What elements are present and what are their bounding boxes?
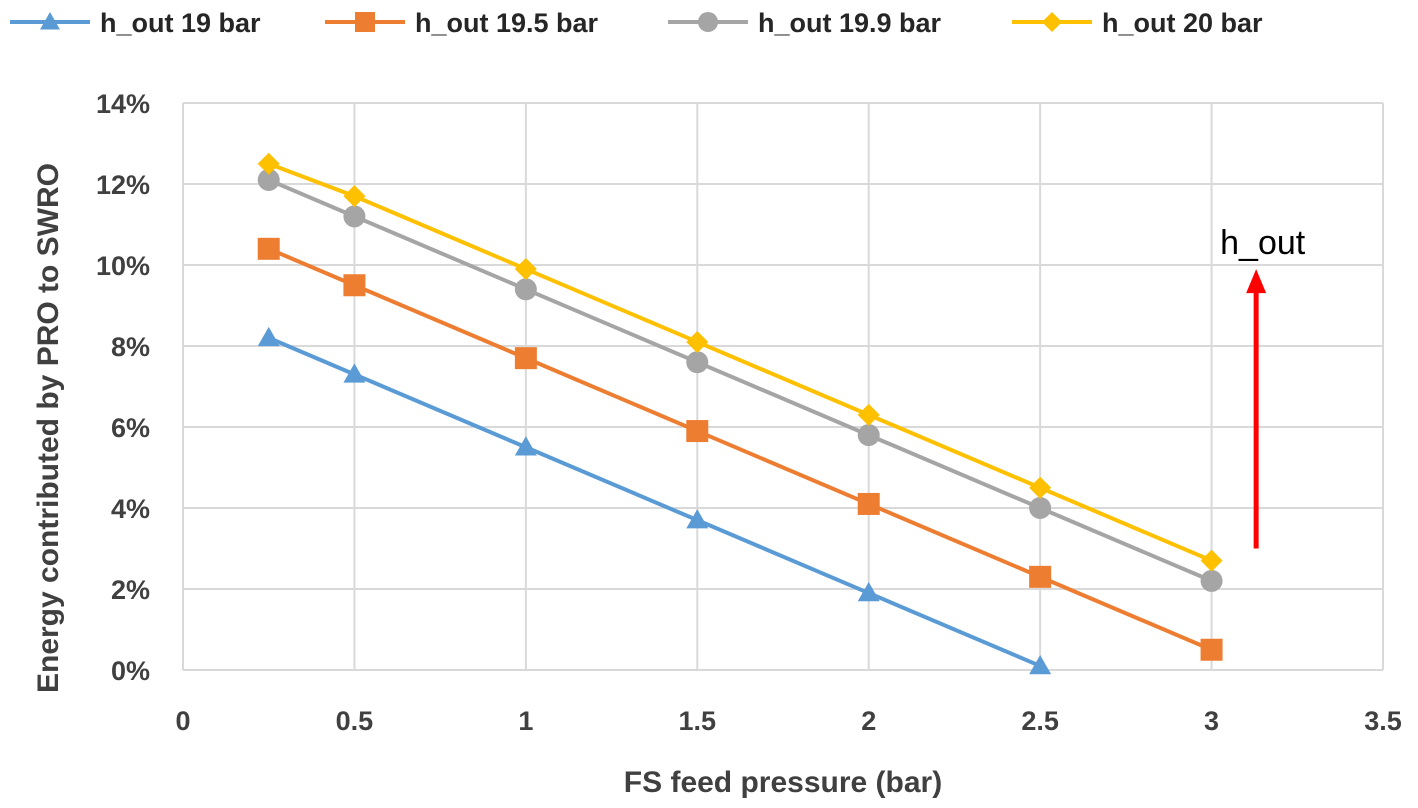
data-point <box>857 582 880 602</box>
x-tick-label: 1 <box>518 706 533 736</box>
legend-marker <box>698 12 718 32</box>
data-point <box>343 363 366 383</box>
legend-marker <box>1042 12 1062 32</box>
data-point <box>686 420 709 443</box>
data-point <box>257 168 280 191</box>
data-point <box>1029 565 1052 588</box>
data-point <box>1029 654 1052 675</box>
x-tick-label: 2 <box>861 706 876 736</box>
y-tick-label: 12% <box>96 170 150 200</box>
y-tick-label: 0% <box>111 656 150 686</box>
series-3 <box>257 168 1223 592</box>
data-point <box>514 258 537 281</box>
y-tick-label: 4% <box>111 494 150 524</box>
data-point <box>1200 569 1223 592</box>
legend-item: h_out 19.9 bar <box>668 8 942 38</box>
data-point <box>686 509 709 529</box>
legend-marker <box>355 12 375 32</box>
series-1 <box>257 326 1052 675</box>
data-point <box>343 274 366 297</box>
series-line <box>267 336 1041 668</box>
series-2 <box>257 237 1223 661</box>
legend-item: h_out 20 bar <box>1012 8 1263 38</box>
series-layer <box>257 152 1223 675</box>
y-tick-label: 14% <box>96 89 150 119</box>
legend-label: h_out 19.5 bar <box>415 8 599 38</box>
legend-label: h_out 19.9 bar <box>758 8 942 38</box>
annotation-label: h_out <box>1220 224 1306 262</box>
legend-label: h_out 19 bar <box>100 8 261 38</box>
y-axis-label: Energy contributed by PRO to SWRO <box>32 163 65 693</box>
data-point <box>857 492 880 515</box>
x-axis-label: FS feed pressure (bar) <box>624 766 942 799</box>
x-tick-label: 3 <box>1204 706 1219 736</box>
y-tick-label: 10% <box>96 251 150 281</box>
series-4 <box>257 152 1223 572</box>
data-point <box>1200 549 1223 572</box>
y-tick-label: 6% <box>111 413 150 443</box>
legend-marker <box>40 12 60 30</box>
data-point <box>514 278 537 301</box>
legend-item: h_out 19.5 bar <box>325 8 599 38</box>
data-point <box>257 152 280 175</box>
y-tick-label: 8% <box>111 332 150 362</box>
y-tick-labels: 0% 2% 4% 6% 8% 10% 12% 14% <box>96 89 150 686</box>
legend-item: h_out 19 bar <box>10 8 261 38</box>
x-tick-label: 1.5 <box>679 706 717 736</box>
data-point <box>257 326 280 347</box>
x-tick-label: 0 <box>175 706 190 736</box>
annotation-arrowhead <box>1246 269 1267 294</box>
y-tick-label: 2% <box>111 575 150 605</box>
series-line <box>268 161 1213 563</box>
x-tick-label: 3.5 <box>1364 706 1402 736</box>
data-point <box>257 237 280 260</box>
data-point <box>686 351 709 374</box>
x-tick-label: 0.5 <box>336 706 374 736</box>
data-point <box>343 205 366 228</box>
x-tick-labels: 0 0.5 1 1.5 2 2.5 3 3.5 <box>175 706 1401 736</box>
data-point <box>686 330 709 353</box>
data-point <box>1200 638 1223 661</box>
data-point <box>514 436 537 456</box>
annotation: h_out <box>1220 224 1306 549</box>
data-point <box>1029 497 1052 519</box>
x-tick-label: 2.5 <box>1021 706 1059 736</box>
data-point <box>343 185 366 208</box>
data-point <box>1029 476 1052 499</box>
data-point <box>857 424 880 447</box>
data-point <box>857 403 880 426</box>
series-line <box>267 178 1213 583</box>
legend-label: h_out 20 bar <box>1102 8 1263 38</box>
legend: h_out 19 bar h_out 19.5 bar h_out 19.9 bar… <box>10 8 1263 38</box>
data-point <box>514 347 537 370</box>
